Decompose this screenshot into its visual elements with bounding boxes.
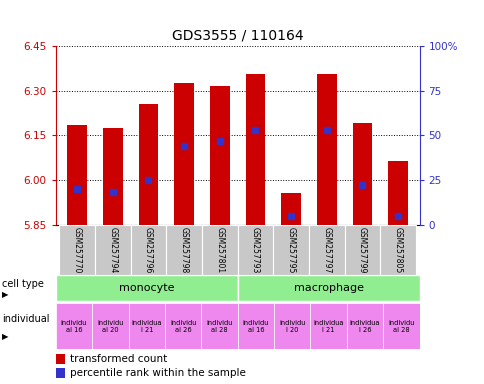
- Text: individu
al 20: individu al 20: [97, 320, 123, 333]
- Text: individu
al 28: individu al 28: [206, 320, 232, 333]
- Text: individu
al 26: individu al 26: [169, 320, 196, 333]
- Bar: [59, 225, 95, 275]
- Text: transformed count: transformed count: [70, 354, 167, 364]
- Bar: [95, 225, 130, 275]
- Text: GSM257770: GSM257770: [73, 227, 81, 273]
- Bar: [344, 225, 379, 275]
- Bar: [201, 225, 237, 275]
- Text: individual: individual: [2, 314, 50, 324]
- Text: percentile rank within the sample: percentile rank within the sample: [70, 368, 246, 378]
- Text: individu
l 20: individu l 20: [278, 320, 305, 333]
- Text: GSM257793: GSM257793: [250, 227, 259, 273]
- Bar: [382, 303, 419, 349]
- Text: GSM257799: GSM257799: [357, 227, 366, 273]
- Bar: [273, 303, 310, 349]
- Bar: [317, 74, 336, 225]
- Bar: [67, 125, 87, 225]
- Bar: [138, 104, 158, 225]
- Text: monocyte: monocyte: [119, 283, 174, 293]
- Text: ▶: ▶: [2, 332, 9, 341]
- Bar: [174, 83, 194, 225]
- Bar: [237, 303, 273, 349]
- Bar: [165, 303, 201, 349]
- Bar: [237, 275, 419, 301]
- Text: GSM257801: GSM257801: [215, 227, 224, 273]
- Bar: [130, 225, 166, 275]
- Bar: [308, 225, 344, 275]
- Bar: [128, 303, 165, 349]
- Text: individu
al 28: individu al 28: [387, 320, 414, 333]
- Bar: [103, 128, 122, 225]
- Bar: [379, 225, 415, 275]
- Bar: [346, 303, 382, 349]
- Bar: [245, 74, 265, 225]
- Title: GDS3555 / 110164: GDS3555 / 110164: [171, 28, 303, 42]
- Text: GSM257796: GSM257796: [144, 227, 152, 273]
- Bar: [281, 194, 301, 225]
- Text: individua
l 26: individua l 26: [349, 320, 379, 333]
- Bar: [92, 303, 128, 349]
- Bar: [310, 303, 346, 349]
- Text: ▶: ▶: [2, 290, 9, 299]
- Text: GSM257794: GSM257794: [108, 227, 117, 273]
- Text: GSM257798: GSM257798: [179, 227, 188, 273]
- Text: macrophage: macrophage: [293, 283, 363, 293]
- Bar: [56, 368, 65, 378]
- Bar: [201, 303, 237, 349]
- Bar: [56, 303, 92, 349]
- Text: GSM257805: GSM257805: [393, 227, 402, 273]
- Bar: [273, 225, 308, 275]
- Bar: [166, 225, 201, 275]
- Text: individua
l 21: individua l 21: [313, 320, 343, 333]
- Bar: [56, 354, 65, 364]
- Text: GSM257797: GSM257797: [322, 227, 331, 273]
- Bar: [237, 225, 273, 275]
- Text: individu
al 16: individu al 16: [242, 320, 269, 333]
- Bar: [56, 275, 237, 301]
- Bar: [210, 86, 229, 225]
- Bar: [388, 161, 407, 225]
- Text: cell type: cell type: [2, 280, 44, 290]
- Bar: [352, 123, 372, 225]
- Text: individua
l 21: individua l 21: [131, 320, 162, 333]
- Text: GSM257795: GSM257795: [286, 227, 295, 273]
- Text: individu
al 16: individu al 16: [60, 320, 87, 333]
